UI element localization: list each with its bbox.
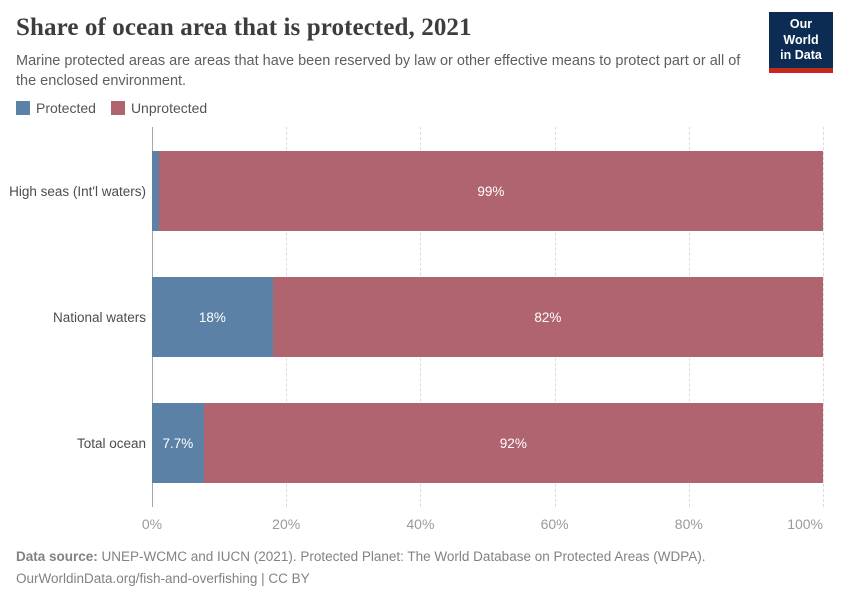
data-source-label: Data source: [16, 549, 98, 564]
legend-item-unprotected[interactable]: Unprotected [110, 100, 208, 116]
chart-subtitle: Marine protected areas are areas that ha… [16, 53, 741, 89]
owid-logo-red-strip [769, 67, 833, 73]
legend-label: Unprotected [130, 100, 208, 116]
legend-swatch-icon [16, 101, 30, 115]
chart-title: Share of ocean area that is protected, 2… [16, 14, 472, 41]
bar-segment-unprotected[interactable]: 82% [272, 277, 823, 357]
bar-segment-protected[interactable]: 18% [152, 277, 273, 357]
bar-row: 7.7% 92% [152, 403, 823, 483]
x-tick-label-0%: 0% [141, 516, 163, 532]
legend-swatch-icon [110, 101, 125, 115]
x-tick-label-100%: 100% [787, 516, 823, 532]
x-tick-label-20%: 20% [272, 516, 301, 532]
category-label: Total ocean [76, 435, 146, 451]
owid-logo-line2: in Data [780, 48, 822, 63]
bar-value-label: 18% [198, 309, 226, 325]
bar-row: 99% [152, 151, 823, 231]
bar-segment-protected[interactable]: 7.7% [152, 403, 204, 483]
owid-logo[interactable]: Our World in Data [769, 12, 833, 73]
legend-label: Protected [36, 100, 96, 116]
bar-value-label: 82% [534, 309, 562, 325]
legend-item-protected[interactable]: Protected [16, 100, 96, 116]
x-tick-label-60%: 60% [540, 516, 569, 532]
owid-logo-line1: Our World [783, 17, 819, 47]
bar-value-label: 99% [477, 183, 505, 199]
footer-source-line: Data source: UNEP-WCMC and IUCN (2021). … [16, 546, 796, 568]
category-label: National waters [52, 309, 146, 325]
plot-area: 0% 20% 40% 60% 80% 100% 99% High seas (Int'l wa… [9, 127, 824, 532]
category-label: High seas (Int'l waters) [9, 183, 146, 199]
bar-segment-unprotected[interactable]: 92% [203, 403, 823, 483]
gridline-100% [823, 127, 824, 507]
data-source-text: UNEP-WCMC and IUCN (2021). Protected Pla… [97, 549, 706, 564]
bar-value-label: 7.7% [162, 435, 194, 451]
owid-logo-box: Our World in Data [769, 12, 833, 68]
x-tick-label-80%: 80% [674, 516, 703, 532]
bar-value-label: 92% [499, 435, 527, 451]
bar-row: 18% 82% [152, 277, 823, 357]
x-tick-label-40%: 40% [406, 516, 435, 532]
legend: Protected Unprotected [16, 100, 207, 116]
bar-segment-unprotected[interactable]: 99% [158, 151, 823, 231]
footer: Data source: UNEP-WCMC and IUCN (2021). … [16, 546, 796, 589]
bar-segment-protected[interactable] [152, 151, 159, 231]
footer-url-line[interactable]: OurWorldinData.org/fish-and-overfishing … [16, 570, 310, 586]
